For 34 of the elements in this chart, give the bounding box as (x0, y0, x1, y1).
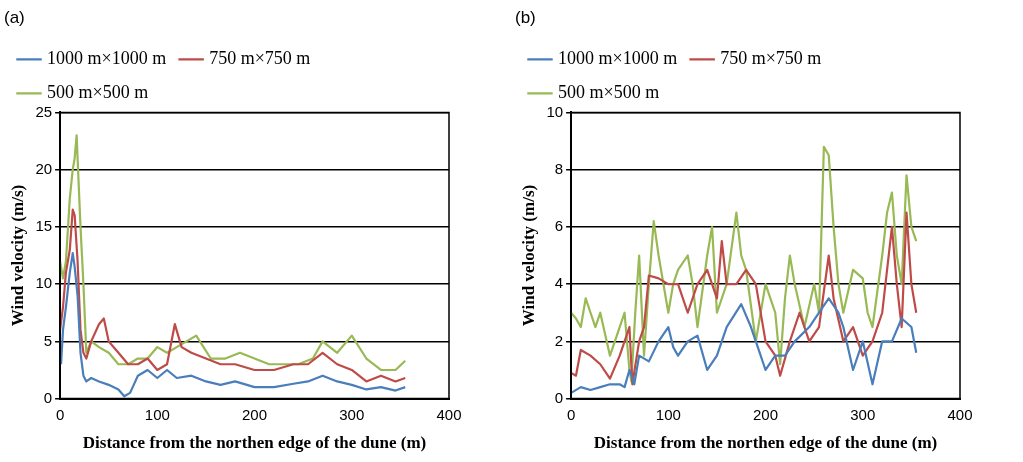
y-axis-title: Wind velocity (m/s) (518, 184, 538, 327)
legend-label: 750 m×750 m (720, 48, 822, 69)
y-tick-label: 6 (554, 217, 564, 235)
y-tick-label: 0 (43, 388, 53, 406)
legend-label: 750 m×750 m (209, 48, 311, 69)
x-tick-label: 300 (850, 405, 876, 423)
x-axis-title: Distance from the northen edge of the dune (m) (82, 433, 427, 453)
x-tick-label: 100 (144, 405, 170, 423)
x-tick-label: 0 (566, 405, 576, 423)
legend-label: 500 m×500 m (558, 82, 660, 103)
y-tick-label: 4 (554, 274, 564, 292)
y-tick-label: 25 (35, 102, 53, 120)
y-axis-title: Wind velocity (m/s) (7, 184, 27, 327)
legend-label: 1000 m×1000 m (47, 48, 167, 69)
y-tick-label: 15 (35, 217, 53, 235)
x-tick-label: 300 (339, 405, 365, 423)
chart-title: (a) (4, 7, 25, 27)
legend-label: 1000 m×1000 m (558, 48, 678, 69)
y-tick-label: 10 (546, 102, 564, 120)
y-tick-label: 10 (35, 274, 53, 292)
x-tick-label: 0 (55, 405, 65, 423)
y-tick-label: 8 (554, 159, 564, 177)
x-tick-label: 100 (655, 405, 681, 423)
legend-label: 500 m×500 m (47, 82, 149, 103)
chart-title: (b) (515, 7, 536, 27)
x-axis-title: Distance from the northen edge of the dune (m) (593, 433, 938, 453)
y-tick-label: 2 (554, 331, 564, 349)
x-tick-label: 400 (436, 405, 462, 423)
y-tick-label: 5 (43, 331, 53, 349)
x-tick-label: 200 (242, 405, 268, 423)
y-tick-label: 20 (35, 159, 53, 177)
x-tick-label: 200 (753, 405, 779, 423)
x-tick-label: 400 (947, 405, 973, 423)
y-tick-label: 0 (554, 388, 564, 406)
